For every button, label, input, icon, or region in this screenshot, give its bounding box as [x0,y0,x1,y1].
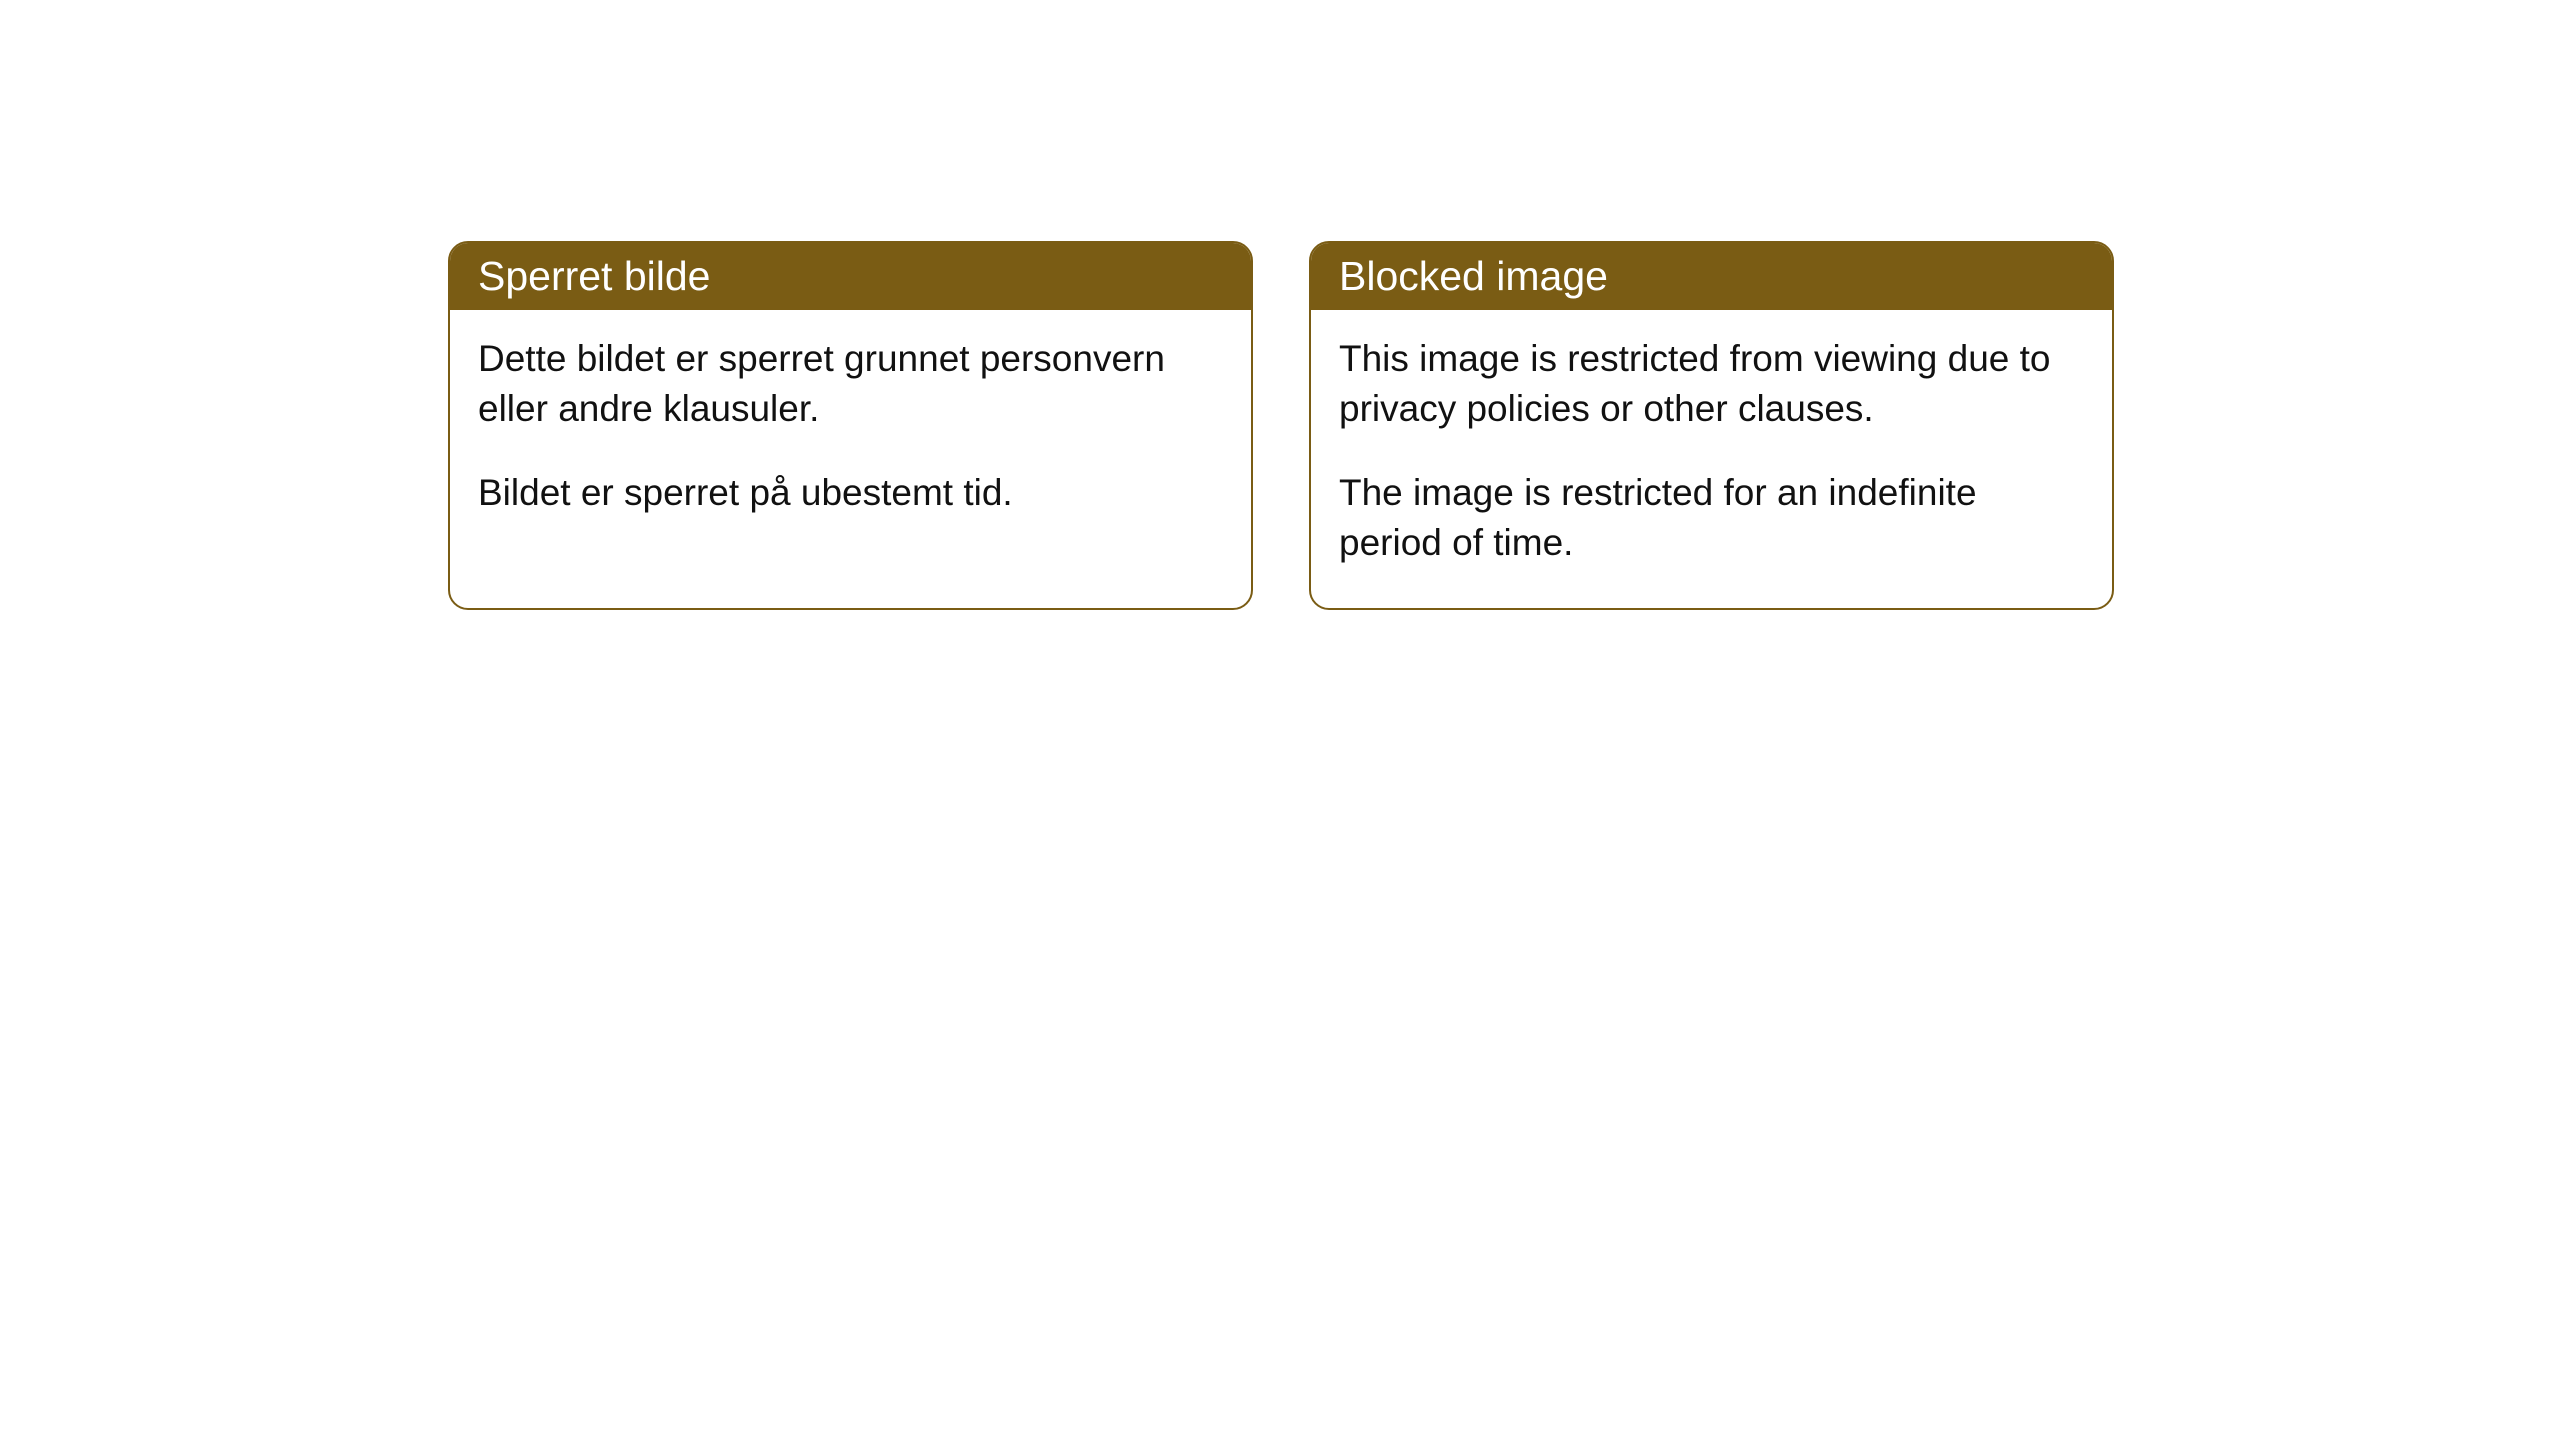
card-header-english: Blocked image [1311,243,2112,310]
card-paragraph: Dette bildet er sperret grunnet personve… [478,334,1223,434]
card-paragraph: The image is restricted for an indefinit… [1339,468,2084,568]
card-norwegian: Sperret bilde Dette bildet er sperret gr… [448,241,1253,610]
card-body-norwegian: Dette bildet er sperret grunnet personve… [450,310,1251,558]
card-header-norwegian: Sperret bilde [450,243,1251,310]
cards-container: Sperret bilde Dette bildet er sperret gr… [448,241,2114,610]
card-paragraph: Bildet er sperret på ubestemt tid. [478,468,1223,518]
card-english: Blocked image This image is restricted f… [1309,241,2114,610]
card-body-english: This image is restricted from viewing du… [1311,310,2112,608]
card-paragraph: This image is restricted from viewing du… [1339,334,2084,434]
